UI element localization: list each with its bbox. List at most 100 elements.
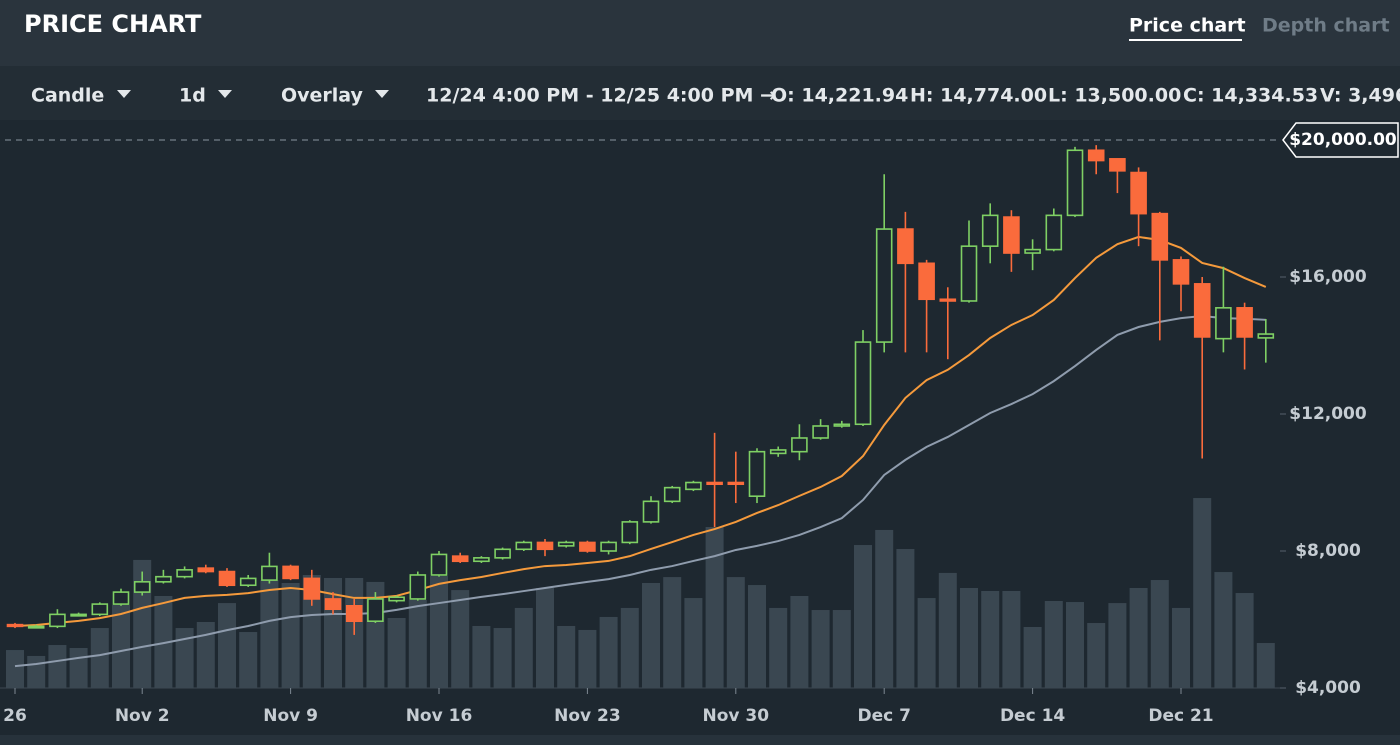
x-tick-label: Nov 2 bbox=[115, 706, 170, 726]
candle-body bbox=[536, 541, 554, 551]
y-tick-label: $8,000 bbox=[1295, 541, 1361, 561]
volume-bar bbox=[196, 621, 215, 688]
volume-bar bbox=[260, 580, 279, 688]
dropdown-arrow bbox=[117, 90, 131, 98]
x-tick-label: Nov 9 bbox=[263, 706, 318, 726]
candle-body bbox=[1236, 307, 1253, 338]
volume-bar bbox=[1172, 607, 1190, 688]
candle-body bbox=[324, 598, 342, 611]
candle-body bbox=[345, 604, 363, 623]
volume-bar bbox=[896, 549, 915, 688]
volume-bar bbox=[557, 625, 576, 688]
candle-body bbox=[1172, 259, 1190, 285]
readout-close: C: 14,334.53 bbox=[1183, 85, 1318, 107]
volume-bar bbox=[6, 650, 24, 688]
candle-body bbox=[388, 596, 405, 602]
candle-body bbox=[1215, 307, 1232, 340]
candle-body bbox=[875, 228, 893, 343]
volume-bar bbox=[1108, 603, 1127, 688]
candle-body bbox=[218, 570, 236, 587]
candle-body bbox=[1066, 149, 1084, 217]
plot: $4,000 $8,000 $12,000 $16,000 26 Nov 2 Nov 9 No… bbox=[0, 122, 1399, 726]
menu-overlay[interactable]: Overlay bbox=[281, 85, 364, 107]
volume-bar bbox=[1002, 590, 1021, 688]
volume-bar bbox=[536, 588, 554, 688]
candle-body bbox=[473, 557, 490, 563]
candle-body bbox=[812, 425, 829, 439]
volume-bar bbox=[48, 645, 67, 688]
y-tick-label: $4,000 bbox=[1295, 678, 1361, 698]
volume-bar bbox=[917, 598, 936, 688]
volume-bar bbox=[663, 577, 682, 688]
candle-body bbox=[27, 625, 45, 629]
tab-underline bbox=[1129, 39, 1242, 41]
candle-body bbox=[685, 481, 702, 491]
volume-bar bbox=[408, 599, 427, 688]
volume-bar bbox=[387, 617, 406, 688]
candle-body bbox=[6, 623, 24, 628]
dropdown-arrow bbox=[218, 90, 232, 98]
x-tick-label: Nov 30 bbox=[703, 706, 770, 726]
candle-body bbox=[579, 541, 596, 552]
x-tick-label: 26 bbox=[3, 706, 27, 726]
x-tick-label: Dec 14 bbox=[1000, 706, 1065, 726]
candle-body bbox=[939, 298, 957, 302]
volume-bar bbox=[1044, 600, 1063, 688]
volume-bar bbox=[302, 575, 321, 688]
volume-bar bbox=[684, 598, 703, 688]
volume-bar bbox=[769, 607, 788, 688]
header-bar bbox=[0, 0, 1400, 66]
candle-body bbox=[261, 565, 278, 581]
candle-body bbox=[91, 603, 109, 616]
volume-bar bbox=[981, 590, 1000, 688]
candle-body bbox=[176, 569, 193, 578]
candle-body bbox=[621, 521, 639, 544]
volume-bar bbox=[27, 655, 46, 688]
volume-bar bbox=[69, 647, 88, 688]
readout-high: H: 14,774.00 bbox=[910, 85, 1047, 107]
candle-body bbox=[155, 575, 172, 583]
menu-interval[interactable]: 1d bbox=[179, 85, 206, 107]
candle-body bbox=[451, 555, 469, 563]
volume-bar bbox=[832, 610, 851, 688]
candle-body bbox=[663, 486, 681, 503]
volume-bar bbox=[472, 625, 491, 688]
y-tick-label: $16,000 bbox=[1289, 267, 1367, 287]
volume-bar bbox=[599, 616, 618, 688]
candle-body bbox=[1087, 149, 1105, 162]
volume-bar bbox=[1066, 602, 1084, 688]
x-tick-label: Dec 7 bbox=[857, 706, 910, 726]
panel-title: PRICE CHART bbox=[24, 10, 202, 38]
candle-body bbox=[1045, 214, 1063, 251]
volume-bar bbox=[875, 529, 894, 688]
candle-body bbox=[70, 613, 87, 617]
moving-average-line bbox=[14, 235, 1267, 628]
candle-body bbox=[197, 567, 215, 573]
volume-bar bbox=[748, 585, 766, 688]
x-tick-label: Dec 21 bbox=[1148, 706, 1213, 726]
candle-body bbox=[1130, 171, 1147, 215]
volume-bar bbox=[493, 628, 512, 688]
tab-active[interactable]: Price chart bbox=[1129, 15, 1246, 37]
menu-chart-type[interactable]: Candle bbox=[31, 85, 104, 107]
candle-body bbox=[430, 553, 448, 576]
volume-bar bbox=[620, 607, 639, 688]
volume-bar bbox=[1129, 588, 1148, 688]
candle-body bbox=[133, 581, 151, 593]
volume-bar bbox=[154, 595, 173, 688]
candle-body bbox=[494, 548, 511, 559]
tab[interactable]: Depth chart bbox=[1262, 15, 1390, 37]
candle-body bbox=[557, 541, 575, 547]
candle-body bbox=[918, 262, 935, 301]
volume-bar bbox=[112, 604, 130, 688]
volume-bar bbox=[1023, 626, 1042, 688]
volume-bar bbox=[90, 628, 109, 688]
volume-bar bbox=[175, 628, 194, 688]
toolbar-bar bbox=[0, 66, 1400, 120]
volume-bar bbox=[1193, 498, 1212, 688]
candle-body bbox=[409, 574, 427, 600]
dropdown-arrow bbox=[375, 90, 389, 98]
candle-body bbox=[600, 541, 617, 552]
x-tick-label: Nov 23 bbox=[554, 706, 621, 726]
volume-bar bbox=[726, 577, 745, 688]
